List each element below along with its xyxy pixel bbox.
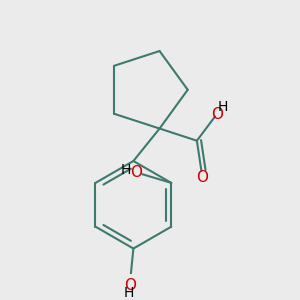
Text: H: H: [120, 163, 131, 177]
Text: O: O: [130, 165, 142, 180]
Text: H: H: [124, 286, 134, 300]
Text: H: H: [218, 100, 228, 114]
Text: O: O: [211, 106, 223, 122]
Text: O: O: [196, 169, 208, 184]
Text: O: O: [124, 278, 136, 293]
